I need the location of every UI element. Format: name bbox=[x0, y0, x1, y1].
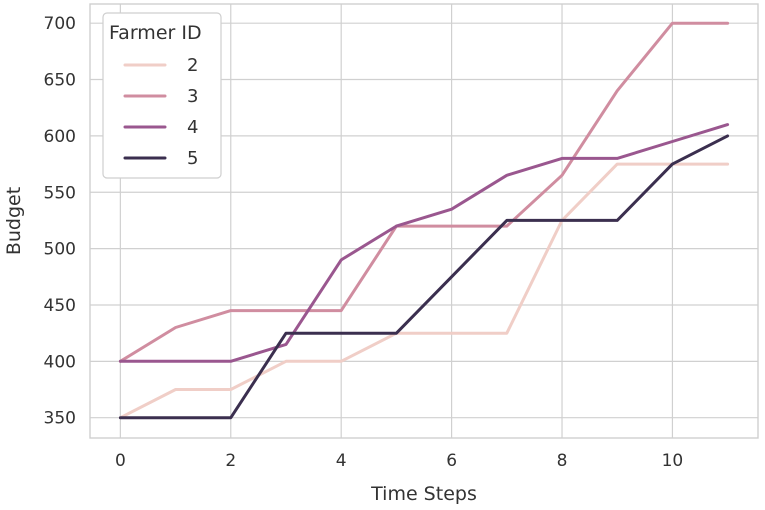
series-layer bbox=[118, 21, 730, 420]
legend: Farmer ID 2 3 4 5 bbox=[102, 12, 222, 179]
x-tick-label: 8 bbox=[557, 451, 568, 471]
y-tick-label: 550 bbox=[44, 183, 76, 203]
x-tick-label: 2 bbox=[225, 451, 236, 471]
y-tick-label: 600 bbox=[44, 127, 76, 147]
legend-label-4: 4 bbox=[187, 117, 198, 138]
y-tick-label: 400 bbox=[44, 352, 76, 372]
legend-label-5: 5 bbox=[187, 148, 198, 169]
x-axis-label: Time Steps bbox=[370, 483, 477, 505]
y-tick-label: 650 bbox=[44, 71, 76, 91]
x-tick-label: 6 bbox=[446, 451, 457, 471]
series-line-5 bbox=[118, 134, 730, 420]
y-tick-label: 450 bbox=[44, 296, 76, 316]
y-tick-label: 500 bbox=[44, 240, 76, 260]
y-tick-label: 700 bbox=[44, 14, 76, 34]
series-line-3 bbox=[118, 21, 730, 363]
y-axis-label: Budget bbox=[3, 187, 25, 255]
legend-label-2: 2 bbox=[187, 55, 198, 76]
x-tick-label: 10 bbox=[662, 451, 684, 471]
plot-frame bbox=[89, 3, 759, 439]
y-tick-labels: 350 400 450 500 550 600 650 700 bbox=[44, 14, 76, 429]
legend-label-3: 3 bbox=[187, 86, 198, 107]
series-line-4 bbox=[118, 123, 730, 363]
x-tick-labels: 0 2 4 6 8 10 bbox=[115, 451, 683, 471]
legend-title: Farmer ID bbox=[109, 22, 202, 44]
series-line-2 bbox=[118, 162, 730, 420]
x-tick-label: 0 bbox=[115, 451, 126, 471]
legend-items: 2 3 4 5 bbox=[123, 55, 198, 169]
y-tick-label: 350 bbox=[44, 409, 76, 429]
x-tick-label: 4 bbox=[336, 451, 347, 471]
